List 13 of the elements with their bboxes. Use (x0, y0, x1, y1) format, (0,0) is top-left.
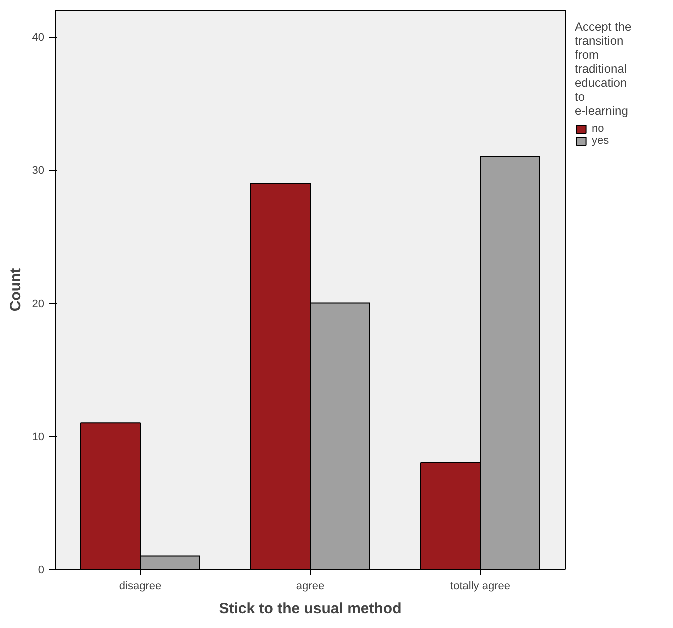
x-tick-label: disagree (119, 580, 162, 592)
y-tick-label: 10 (32, 431, 45, 444)
legend-label: no (592, 123, 606, 135)
x-tick-label: agree (296, 580, 325, 592)
legend-title: Accept the transition from traditional education to e-learning (575, 20, 632, 118)
y-tick-label: 20 (32, 298, 45, 310)
y-axis-title: Count (7, 268, 24, 312)
y-tick-label: 0 (38, 564, 45, 576)
y-tick-label: 30 (32, 165, 45, 178)
x-tick-label: totally agree (450, 580, 510, 592)
x-axis-title: Stick to the usual method (219, 600, 402, 618)
y-tick-label: 40 (32, 32, 45, 44)
legend-label: yes (592, 135, 610, 147)
